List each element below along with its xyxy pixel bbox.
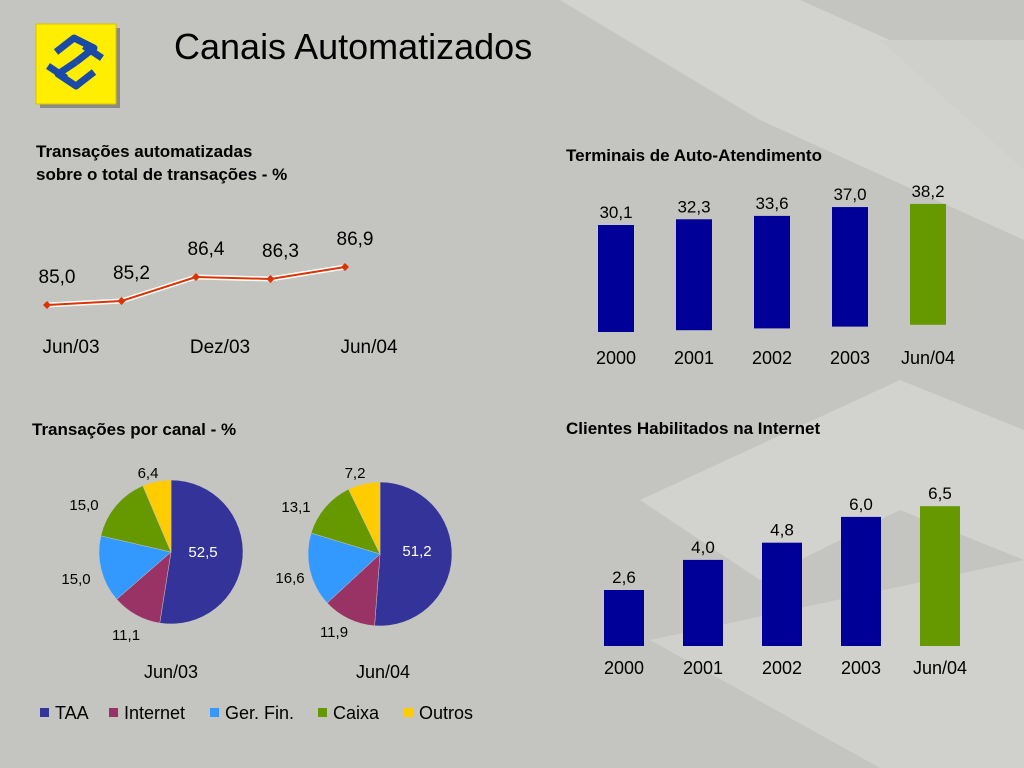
line-x-tick-label: Dez/03 (190, 337, 250, 358)
pie-label: Jun/03 (144, 662, 198, 682)
legend-swatch (404, 708, 413, 717)
line-point (43, 301, 51, 309)
line-point (117, 297, 126, 305)
legend-label: Ger. Fin. (225, 703, 294, 723)
bar (910, 203, 946, 325)
bar-data-label: 33,6 (755, 194, 788, 213)
pie-data-label: 15,0 (61, 571, 90, 588)
pie-data-label: 51,2 (402, 543, 431, 560)
bar-x-tick-label: Jun/04 (913, 658, 967, 678)
pie-data-label: 52,5 (188, 544, 217, 561)
pie-slice (142, 479, 172, 553)
bar (604, 590, 644, 646)
pie-slice (159, 479, 244, 625)
line-data-label: 85,0 (39, 267, 76, 288)
line-point (341, 263, 349, 271)
bar (762, 542, 802, 646)
line-data-label: 85,2 (113, 263, 150, 284)
bar-x-tick-label: Jun/04 (901, 348, 955, 368)
bar-data-label: 4,8 (770, 521, 794, 540)
bar (676, 219, 712, 331)
legend-label: Caixa (333, 703, 380, 723)
pie-slice (307, 532, 381, 604)
pie-data-label: 6,4 (138, 465, 159, 482)
bar (598, 225, 634, 332)
legend-label: Internet (124, 703, 185, 723)
pie-label: Jun/04 (356, 662, 410, 682)
pie-data-label: 7,2 (345, 465, 366, 482)
pie-slice (98, 535, 172, 600)
bar-x-tick-label: 2002 (762, 658, 802, 678)
canal-chart-title: Transações por canal - % (32, 420, 237, 439)
bar-data-label: 32,3 (677, 197, 710, 216)
pie-slice (100, 485, 172, 553)
pie-data-label: 16,6 (275, 570, 304, 587)
bar-data-label: 2,6 (612, 568, 636, 587)
bar-data-label: 30,1 (599, 203, 632, 222)
line-chart-title: Transações automatizadas sobre o total d… (36, 140, 287, 186)
pie-data-label: 13,1 (281, 499, 310, 516)
bar-x-tick-label: 2001 (674, 348, 714, 368)
line-chart-title-line-2: sobre o total de transações - % (36, 165, 288, 184)
legend-label: TAA (55, 703, 89, 723)
pie-slice (348, 481, 381, 555)
line-x-tick-label: Jun/04 (340, 337, 397, 358)
bar-data-label: 6,5 (928, 484, 952, 503)
bar (841, 516, 881, 646)
pie-data-label: 15,0 (69, 497, 98, 514)
pie-slice (310, 488, 381, 555)
line-chart-title-line-1: Transações automatizadas (36, 142, 253, 161)
line-point (266, 275, 275, 283)
bar-data-label: 37,0 (833, 185, 866, 204)
bar-data-label: 38,2 (911, 182, 944, 201)
bar-x-tick-label: 2001 (683, 658, 723, 678)
bar (754, 215, 790, 329)
line-data-label: 86,4 (188, 239, 225, 260)
bar-data-label: 6,0 (849, 495, 873, 514)
page-title: Canais Automatizados (174, 26, 533, 67)
bar-x-tick-label: 2002 (752, 348, 792, 368)
logo-symbol (46, 34, 104, 90)
internet-chart-title: Clientes Habilitados na Internet (566, 419, 821, 438)
bank-logo (35, 23, 120, 108)
line-x-tick-label: Jun/03 (42, 337, 99, 358)
line-point (192, 273, 200, 281)
legend-swatch (109, 708, 118, 717)
bar (683, 559, 723, 646)
background-stripe (880, 40, 1024, 170)
bar (920, 506, 960, 646)
bar (832, 207, 868, 327)
background-stripe (640, 380, 1024, 580)
line-data-label: 86,9 (337, 229, 374, 250)
legend-swatch (210, 708, 219, 717)
pie-data-label: 11,1 (112, 627, 140, 644)
pie-data-label: 11,9 (320, 624, 348, 641)
bar-data-label: 4,0 (691, 538, 715, 557)
pie-slice (374, 481, 453, 627)
terminais-chart-title: Terminais de Auto-Atendimento (566, 146, 822, 165)
bar-x-tick-label: 2000 (596, 348, 636, 368)
bar-x-tick-label: 2003 (841, 658, 881, 678)
legend-swatch (318, 708, 327, 717)
line-data-label: 86,3 (262, 241, 299, 262)
legend-swatch (40, 708, 49, 717)
legend-label: Outros (419, 703, 473, 723)
bar-x-tick-label: 2003 (830, 348, 870, 368)
bar-x-tick-label: 2000 (604, 658, 644, 678)
